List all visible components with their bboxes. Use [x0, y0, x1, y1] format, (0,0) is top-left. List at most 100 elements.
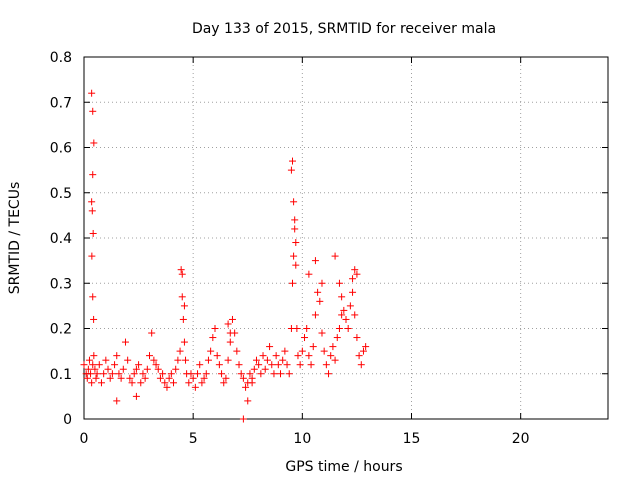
- data-point: [115, 370, 123, 378]
- data-point: [139, 370, 147, 378]
- data-point: [259, 352, 267, 360]
- data-point: [211, 325, 219, 332]
- x-tick-label: 15: [403, 431, 421, 447]
- data-point: [104, 365, 112, 373]
- data-point: [291, 225, 299, 233]
- data-point: [156, 374, 164, 382]
- y-tick-label: 0.7: [50, 95, 72, 111]
- data-point: [119, 365, 127, 373]
- data-point: [174, 356, 182, 364]
- y-tick-label: 0.2: [50, 322, 72, 338]
- data-point: [102, 356, 110, 364]
- data-point: [329, 343, 337, 351]
- data-point: [150, 356, 158, 364]
- data-point: [80, 361, 88, 369]
- data-point: [161, 379, 169, 387]
- data-point: [228, 315, 236, 323]
- data-point: [283, 361, 291, 369]
- data-point: [137, 379, 145, 387]
- data-point: [141, 374, 149, 382]
- data-point: [224, 356, 232, 364]
- data-point: [351, 311, 359, 319]
- data-point: [296, 361, 304, 369]
- data-point: [349, 288, 357, 296]
- data-point: [248, 379, 256, 387]
- plot-frame: [83, 56, 609, 420]
- data-point: [311, 311, 319, 319]
- data-point: [84, 365, 92, 373]
- data-point: [235, 361, 243, 369]
- data-point: [255, 361, 263, 369]
- data-point: [314, 288, 322, 296]
- data-point: [353, 334, 361, 342]
- data-point: [132, 392, 140, 400]
- data-point: [289, 279, 297, 287]
- data-point: [90, 139, 98, 147]
- data-point: [117, 374, 125, 382]
- data-point: [335, 325, 343, 332]
- data-point: [209, 334, 217, 342]
- data-point: [172, 365, 180, 373]
- x-axis-label: GPS time / hours: [285, 459, 402, 475]
- data-point: [342, 315, 350, 323]
- data-point: [289, 157, 297, 165]
- data-point: [100, 370, 108, 378]
- data-point: [331, 252, 339, 260]
- data-point: [89, 171, 97, 179]
- data-point: [152, 361, 160, 369]
- data-point: [218, 370, 226, 378]
- data-point: [179, 315, 187, 323]
- data-point: [263, 356, 271, 364]
- data-point: [335, 279, 343, 287]
- data-point: [338, 293, 346, 301]
- data-point: [287, 166, 295, 174]
- data-point: [307, 361, 315, 369]
- data-point: [200, 374, 208, 382]
- data-point: [143, 365, 151, 373]
- grid-lines: [84, 57, 608, 419]
- data-point: [268, 361, 276, 369]
- data-point: [111, 361, 119, 369]
- data-point: [178, 270, 186, 278]
- y-tick-label: 0.5: [50, 186, 72, 202]
- data-point: [83, 374, 91, 382]
- data-point: [311, 257, 319, 265]
- data-point: [176, 347, 184, 355]
- data-point: [113, 397, 121, 405]
- data-point: [293, 325, 301, 332]
- x-tick-label: 20: [512, 431, 530, 447]
- data-point: [290, 198, 298, 206]
- data-point: [340, 306, 348, 314]
- data-point: [239, 374, 247, 382]
- data-point: [261, 365, 269, 373]
- data-point: [257, 370, 265, 378]
- y-axis: 0 0.1 0.2 0.3 0.4 0.5 0.6 0.7 0.8: [50, 50, 608, 428]
- data-point: [224, 320, 232, 328]
- data-point: [226, 338, 234, 346]
- data-point: [309, 343, 317, 351]
- x-tick-label: 0: [80, 431, 89, 447]
- y-tick-label: 0.1: [50, 367, 72, 383]
- data-point: [244, 397, 252, 405]
- data-point: [165, 374, 173, 382]
- data-point: [91, 365, 99, 373]
- data-point: [124, 356, 132, 364]
- data-point: [277, 370, 284, 378]
- data-point: [113, 352, 121, 360]
- data-point: [353, 270, 361, 278]
- data-point: [305, 352, 313, 360]
- y-axis-label: SRMTID / TECUs: [7, 182, 23, 295]
- data-point: [233, 347, 241, 355]
- data-point: [318, 279, 326, 287]
- data-point: [292, 239, 300, 247]
- data-point: [154, 365, 162, 373]
- data-point: [194, 370, 202, 378]
- data-point: [178, 293, 186, 301]
- data-point: [279, 356, 287, 364]
- data-point: [198, 379, 206, 387]
- data-point: [89, 293, 97, 301]
- y-tick-label: 0.6: [50, 141, 72, 157]
- data-point: [357, 361, 365, 369]
- data-point: [320, 347, 328, 355]
